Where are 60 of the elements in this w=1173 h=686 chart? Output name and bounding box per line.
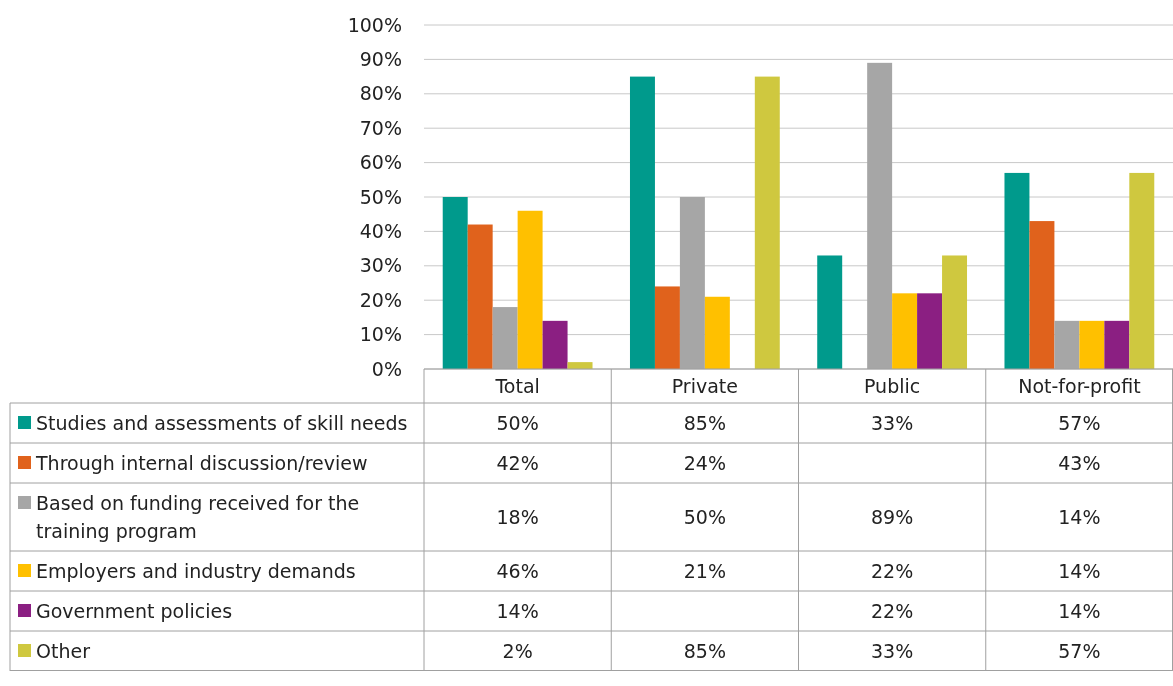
data-label: 33% xyxy=(871,639,914,662)
legend-label: Based on funding received for the training program xyxy=(36,491,360,542)
data-label: 14% xyxy=(1058,505,1101,528)
bar xyxy=(754,76,780,369)
data-label: 22% xyxy=(871,559,914,582)
bar xyxy=(542,320,568,369)
legend-label: Employers and industry demands xyxy=(36,559,356,582)
legend-label: Other xyxy=(36,639,91,662)
bar xyxy=(942,255,968,369)
y-tick-label: 10% xyxy=(359,323,402,346)
data-label: 46% xyxy=(496,559,539,582)
x-tick-label: Public xyxy=(864,374,921,397)
bar xyxy=(1029,221,1055,369)
bar xyxy=(1104,320,1130,369)
y-tick-label: 60% xyxy=(359,151,402,174)
data-label: 2% xyxy=(502,639,533,662)
x-tick-label: Private xyxy=(671,374,738,397)
data-label: 85% xyxy=(683,639,726,662)
legend-label: Studies and assessments of skill needs xyxy=(36,411,408,434)
y-tick-label: 0% xyxy=(371,357,402,380)
data-label: 42% xyxy=(496,451,539,474)
bar xyxy=(817,255,843,369)
bar xyxy=(1129,172,1155,369)
y-tick-label: 40% xyxy=(359,220,402,243)
bar xyxy=(467,224,493,369)
data-label: 85% xyxy=(683,411,726,434)
bar xyxy=(1079,320,1105,369)
bar xyxy=(892,293,918,369)
data-label: 50% xyxy=(496,411,539,434)
data-label: 43% xyxy=(1058,451,1101,474)
y-tick-label: 30% xyxy=(359,254,402,277)
data-label: 57% xyxy=(1058,411,1101,434)
legend-label: Through internal discussion/review xyxy=(35,451,368,474)
legend-label: Government policies xyxy=(36,599,233,622)
bar xyxy=(917,293,943,369)
x-tick-label: Total xyxy=(494,374,540,397)
y-tick-label: 50% xyxy=(359,185,402,208)
data-label: 22% xyxy=(871,599,914,622)
data-label: 89% xyxy=(871,505,914,528)
data-label: 33% xyxy=(871,411,914,434)
y-tick-label: 70% xyxy=(359,116,402,139)
data-label: 50% xyxy=(683,505,726,528)
y-tick-label: 90% xyxy=(359,48,402,71)
data-label: 14% xyxy=(1058,599,1101,622)
data-label: 57% xyxy=(1058,639,1101,662)
bar xyxy=(629,76,655,369)
y-tick-label: 80% xyxy=(359,82,402,105)
bar xyxy=(654,286,680,369)
bar xyxy=(517,210,543,369)
data-label: 14% xyxy=(1058,559,1101,582)
bar xyxy=(442,197,468,369)
y-tick-label: 20% xyxy=(359,288,402,311)
bar xyxy=(1004,172,1030,369)
data-label: 24% xyxy=(683,451,726,474)
data-label: 21% xyxy=(683,559,726,582)
data-label: 18% xyxy=(496,505,539,528)
x-tick-label: Not-for-profit xyxy=(1018,374,1141,397)
bar xyxy=(704,296,730,369)
data-label: 14% xyxy=(496,599,539,622)
y-tick-label: 100% xyxy=(347,13,402,36)
